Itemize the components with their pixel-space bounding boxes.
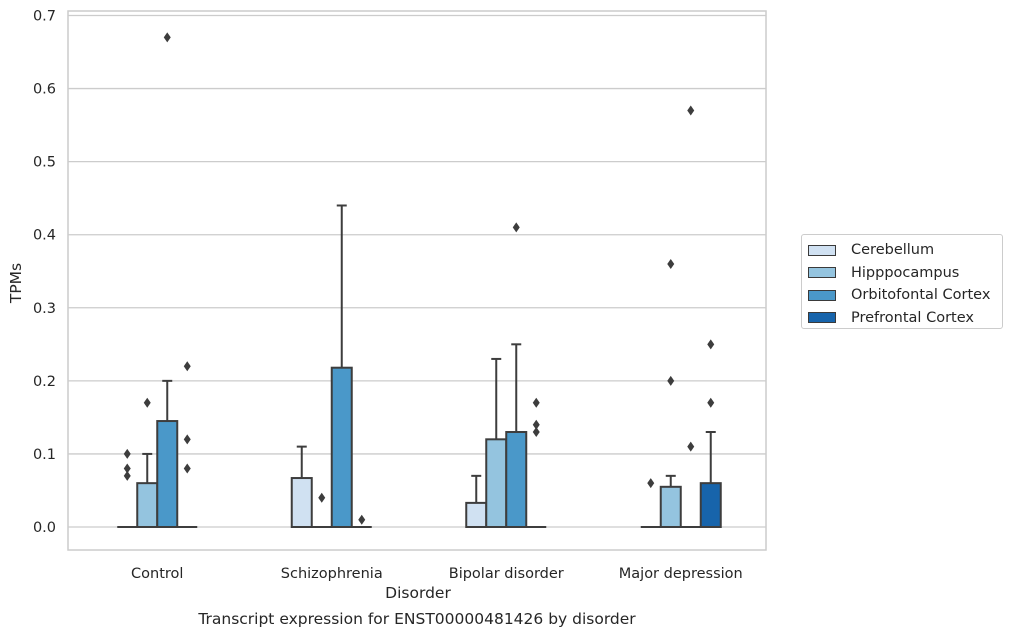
legend-item-prefrontal-cortex: Prefrontal Cortex (802, 307, 1002, 330)
y-tick-labels: 0.0 0.1 0.2 0.3 0.4 0.5 0.6 0.7 (33, 9, 56, 537)
box-rect (485, 438, 508, 529)
legend-item-orbitofrontal-cortex: Orbitofontal Cortex (802, 284, 1002, 307)
outlier-point (532, 419, 540, 430)
y-tick-label: 0.7 (33, 9, 56, 25)
legend-swatch (808, 312, 836, 324)
series-hipppocampus (136, 258, 682, 529)
box (505, 222, 528, 528)
outlier-point (123, 448, 131, 459)
box-rect (505, 431, 528, 528)
legend-label: Cerebellum (851, 242, 935, 259)
y-tick-label: 0.2 (33, 374, 56, 390)
x-tick-label: Schizophrenia (281, 566, 383, 582)
box (526, 397, 547, 528)
outlier-point (358, 514, 366, 525)
y-tick-label: 0.1 (33, 447, 56, 463)
series-orbitofontal-cortex (156, 32, 701, 528)
box-series (117, 32, 722, 529)
outlier-point (667, 375, 675, 386)
legend-label: Prefrontal Cortex (851, 309, 974, 326)
box (680, 105, 701, 528)
outlier-point (532, 427, 540, 438)
box-rect (330, 366, 353, 528)
y-tick-label: 0.6 (33, 82, 56, 98)
box (699, 339, 722, 528)
outlier-point (647, 478, 655, 489)
x-tick-label: Control (131, 566, 183, 582)
gridlines (68, 14, 766, 528)
legend: Cerebellum Hipppocampus Orbitofontal Cor… (801, 234, 1003, 329)
box-rect (136, 482, 159, 528)
box (290, 445, 313, 528)
box-rect (465, 501, 488, 528)
outlier-point (163, 32, 171, 43)
box (117, 448, 138, 528)
outlier-point (123, 470, 131, 481)
y-tick-label: 0.3 (33, 301, 56, 317)
y-axis-label: TPMs (7, 263, 25, 304)
box-rect (290, 477, 313, 528)
box (640, 478, 661, 528)
box (311, 492, 332, 528)
box-rect (699, 482, 722, 528)
box (485, 357, 508, 529)
legend-item-hippocampus: Hipppocampus (802, 262, 1002, 285)
legend-swatch (808, 267, 836, 279)
plot-frame (67, 10, 767, 551)
outlier-point (183, 434, 191, 445)
box (177, 361, 198, 528)
legend-item-cerebellum: Cerebellum (802, 239, 1002, 262)
outlier-point (123, 463, 131, 474)
chart-caption: Transcript expression for ENST0000048142… (198, 610, 636, 628)
outlier-point (183, 463, 191, 474)
box-rect (659, 485, 682, 528)
box (330, 204, 353, 528)
legend-label: Orbitofontal Cortex (851, 287, 991, 304)
y-tick-label: 0.4 (33, 228, 56, 244)
y-tick-label: 0.0 (33, 520, 56, 536)
legend-label: Hipppocampus (851, 264, 960, 281)
outlier-point (707, 397, 715, 408)
legend-swatch (808, 289, 836, 301)
legend-swatch (808, 244, 836, 256)
outlier-point (707, 339, 715, 350)
box (156, 32, 179, 528)
series-prefrontal-cortex (177, 339, 722, 528)
box (659, 258, 682, 528)
box-rect (156, 420, 179, 528)
box (136, 397, 159, 528)
outlier-point (183, 361, 191, 372)
outlier-point (512, 222, 520, 233)
y-tick-label: 0.5 (33, 155, 56, 171)
x-tick-labels: Control Schizophrenia Bipolar disorder Majo… (131, 566, 743, 582)
series-cerebellum (117, 445, 661, 528)
x-tick-label: Major depression (619, 566, 743, 582)
outlier-point (318, 492, 326, 503)
outlier-point (687, 441, 695, 452)
x-tick-label: Bipolar disorder (449, 566, 564, 582)
outlier-point (687, 105, 695, 116)
box (465, 474, 488, 528)
outlier-point (532, 397, 540, 408)
box (351, 514, 372, 528)
outlier-point (143, 397, 151, 408)
x-axis-label: Disorder (385, 584, 451, 602)
outlier-point (667, 258, 675, 269)
